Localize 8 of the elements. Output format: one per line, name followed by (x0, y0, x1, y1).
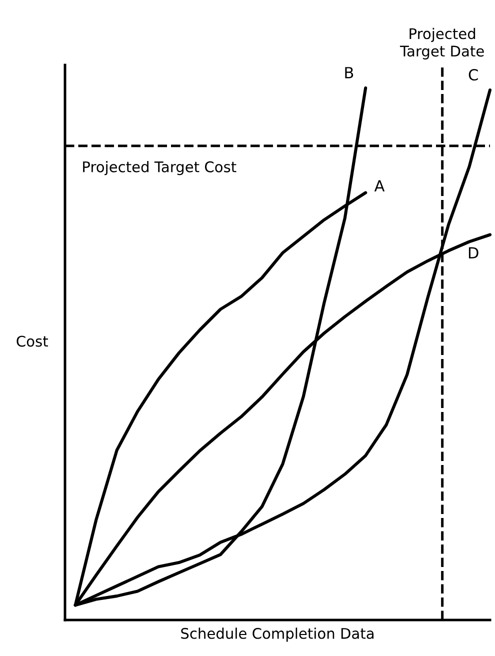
series-label: C (468, 68, 478, 81)
x-axis-title: Schedule Completion Data (181, 628, 374, 642)
y-axis-title: Cost (16, 336, 48, 347)
text: Projected Target Date (400, 28, 484, 60)
series-label: B (345, 67, 354, 78)
ref-line-label: Projected Target Cost (83, 161, 236, 176)
series-label: D (468, 247, 478, 258)
series-label: A (374, 180, 385, 192)
